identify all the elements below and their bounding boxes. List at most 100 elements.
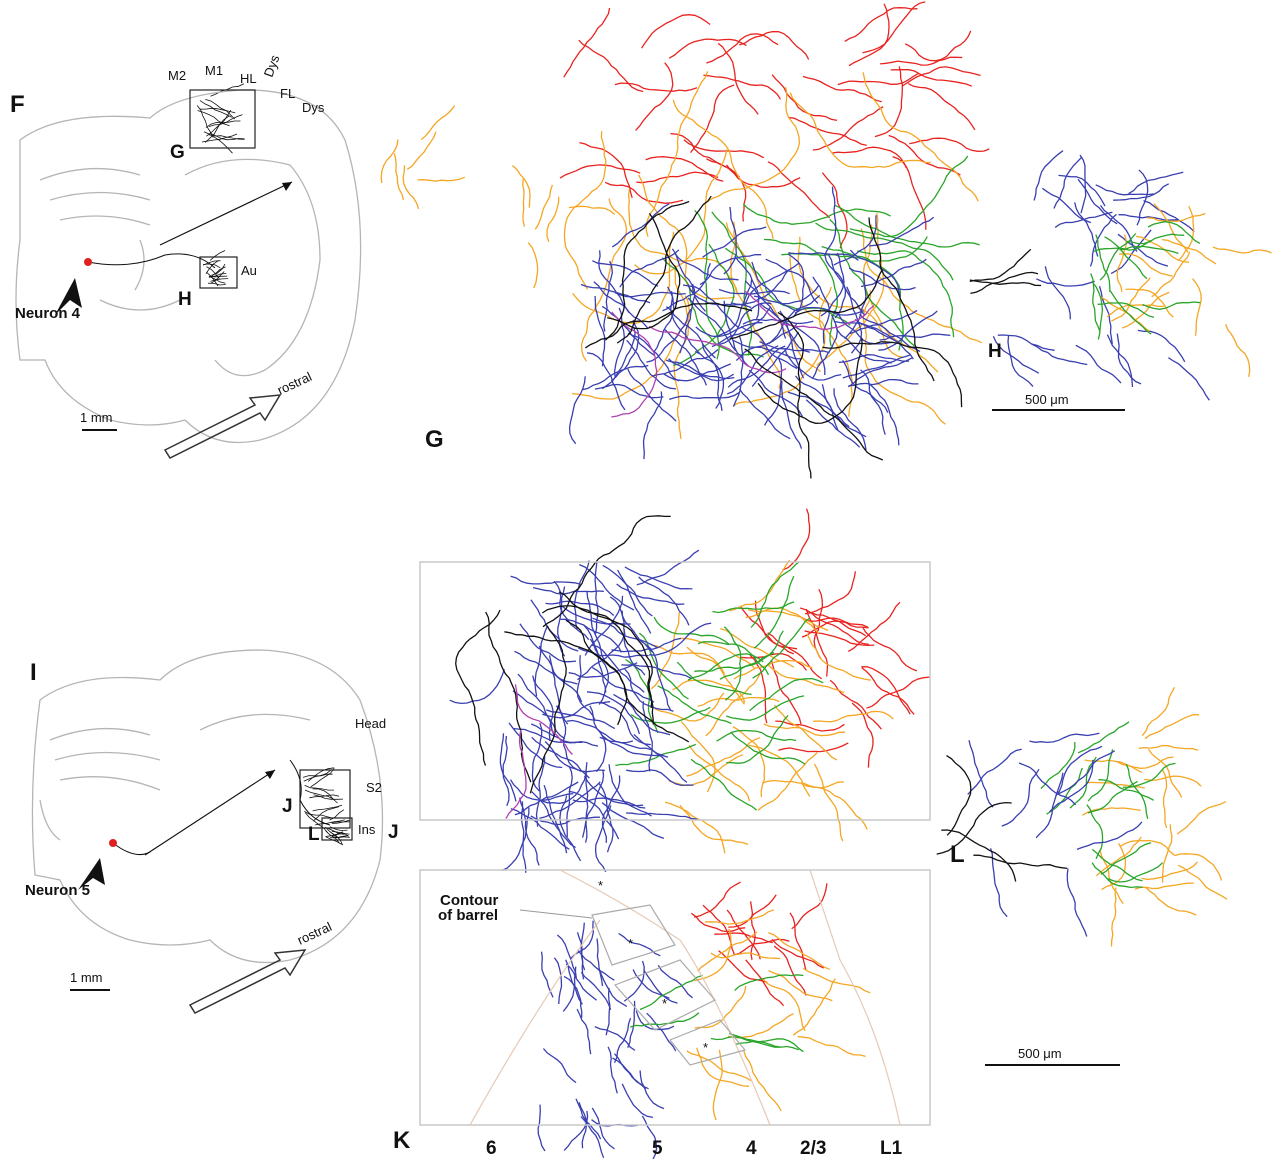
neurite [861,666,911,715]
neurite [1079,154,1087,214]
barrel-contour [591,904,747,1066]
neurite [594,1026,636,1051]
direction-label: rostral [295,919,334,948]
neurite [815,222,954,281]
neurite [694,209,720,360]
neurite [1077,178,1118,225]
neurite [635,1010,675,1031]
neurite [805,399,861,448]
neurite [325,826,340,839]
neurite [973,854,1068,870]
neurite [578,39,644,93]
neurite [726,345,779,395]
neurite [732,286,832,407]
neurite [688,744,751,802]
area-label: Au [241,263,257,278]
neurite [1091,848,1143,882]
neurite [968,740,994,808]
neurite [862,224,939,373]
neuron-label: Neuron 5 [25,882,90,899]
neurite [615,743,697,767]
neurite [712,1049,723,1121]
brain-outline [15,89,362,444]
neurite [728,559,791,612]
neurite [690,758,757,811]
neurite [1137,329,1186,363]
neurite [610,319,640,382]
neurite [1147,221,1201,244]
neurite [331,821,350,823]
neurite [768,932,831,970]
neurite [734,255,760,321]
neurite [822,341,963,408]
neurite [1142,301,1201,310]
panel-label: K [393,1127,411,1154]
neurite [801,620,869,638]
neurite [532,586,604,595]
neurite [568,376,586,445]
neurite [602,564,653,617]
neurite [697,641,770,676]
neurite [1144,775,1202,787]
neurite [820,252,845,317]
neurite [643,970,678,1004]
neurite [1153,203,1189,253]
neurite [510,808,570,850]
neurite [608,764,652,817]
pointer [78,858,105,890]
neurite [601,327,636,390]
neurite [1091,862,1143,889]
neurite [759,341,830,354]
neurite [576,655,596,721]
neurite [752,617,811,679]
neurite [838,354,910,363]
neurite [206,266,220,280]
neurite [542,701,611,719]
arrowhead [265,770,275,779]
neurite [653,616,730,645]
neurite [767,632,823,680]
brain-outline [39,167,181,311]
neurite [639,1070,665,1110]
neurite [788,116,867,147]
neurite [627,1000,636,1048]
neurite [1091,281,1104,340]
neurite [762,779,844,789]
neurite [1143,200,1195,233]
neurite [1042,187,1092,224]
neurite [1134,882,1194,890]
neurite [1119,245,1179,255]
neurite [821,245,904,351]
axon [87,253,216,269]
neurite [1055,745,1103,797]
neurite [1110,229,1152,275]
neurite [1046,767,1083,815]
neurite [1141,861,1198,880]
neurite [616,195,712,344]
neurite [205,99,236,120]
neurite [751,261,800,312]
barrel-mark: * [628,936,633,951]
neurite [542,515,671,628]
neurite [210,278,229,282]
neurite [732,726,766,798]
neurite [534,184,554,230]
neurite [744,290,875,330]
layer-label: 2/3 [800,1138,826,1159]
barrel-mark: * [703,1040,708,1055]
neurite [763,723,846,737]
neurite [806,609,869,646]
neurite [848,3,890,67]
neurite [847,356,914,388]
neurite [604,181,684,204]
neurite [634,149,728,275]
neurite [614,82,698,92]
neurite [598,968,628,1007]
neurite [568,205,616,216]
neurite [686,737,761,777]
annotation-line [519,909,593,919]
neurite [848,378,919,387]
neurite [970,271,1039,295]
neurite [804,571,857,615]
